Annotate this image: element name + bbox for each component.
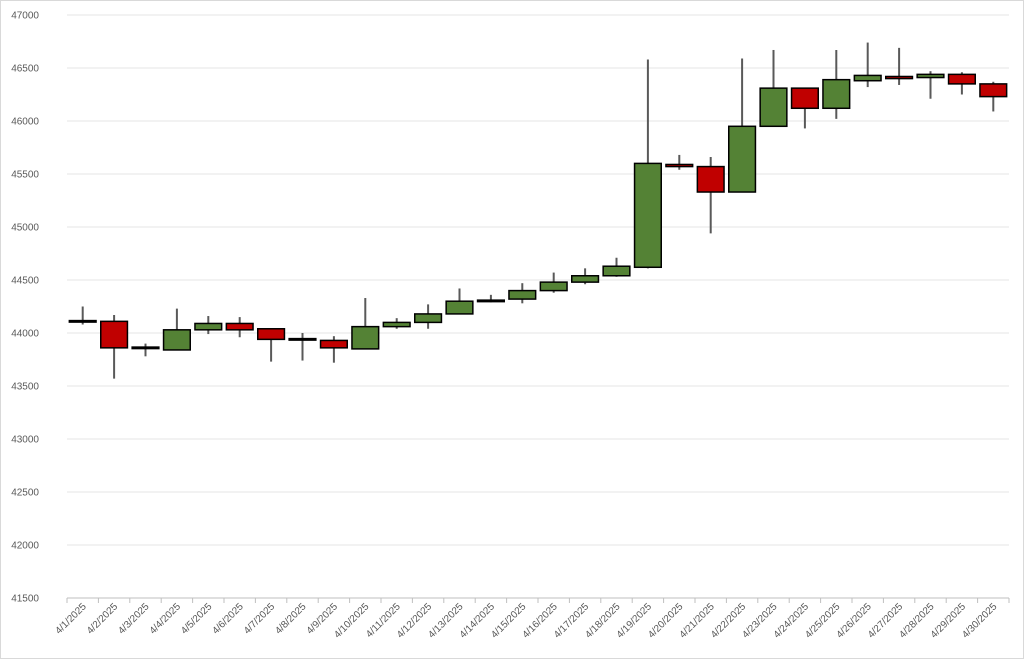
candle [633,59,662,269]
y-tick-label: 44000 [11,329,39,340]
candle-body-up [728,125,757,193]
candle-body-down [979,83,1008,98]
candle [445,288,474,315]
y-tick-label: 41500 [11,594,39,605]
candle-body-up [162,329,191,351]
candles [68,42,1008,379]
candle-body-up [539,281,568,292]
candle-body-up [351,325,380,350]
candle [162,308,191,351]
y-tick-label: 46500 [11,64,39,75]
candle-body-up [602,265,631,277]
candle [790,87,819,129]
candle-body-down [790,87,819,110]
y-tick-label: 43000 [11,435,39,446]
y-tick-label: 42000 [11,541,39,552]
candle [665,154,694,170]
y-tick-label: 42500 [11,488,39,499]
candle-body-up [508,289,537,300]
candle [319,336,348,363]
candle [571,268,600,285]
candle-body-down [68,319,97,323]
candle [979,81,1008,112]
candle [759,49,788,128]
candle [885,47,914,85]
candle [947,72,976,95]
candle [382,318,411,329]
y-tick-label: 43500 [11,382,39,393]
candle-body-down [288,337,317,341]
candle-body-up [194,322,223,331]
y-axis-ticks: 41500 42000 42500 43000 43500 44000 44500 45000… [11,11,39,605]
candle-body-up [571,275,600,283]
candle-body-up [633,162,662,269]
candle [696,157,725,234]
y-tick-label: 45000 [11,223,39,234]
candle-body-up [414,313,443,324]
candle-body-down [257,328,286,341]
candle [414,304,443,329]
y-tick-label: 44500 [11,276,39,287]
x-tick-label: 4/6/2025 [211,601,247,637]
candle-body-down [225,322,254,331]
x-tick-label: 4/30/2025 [960,601,1000,641]
candle-body-up [382,321,411,328]
candle [508,283,537,304]
candle [100,314,129,379]
candle [257,328,286,362]
candle-body-down [131,346,160,350]
x-tick-label: 4/7/2025 [242,601,278,637]
candle-body-down [885,75,914,80]
candle-body-up [916,73,945,79]
candle [288,333,317,361]
y-tick-label: 46000 [11,117,39,128]
gridlines [67,14,1009,546]
candle-body-down [665,163,694,168]
candle-body-down [947,73,976,85]
y-tick-label: 47000 [11,11,39,22]
candle-body-up [759,87,788,128]
x-tick-label: 4/1/2025 [54,601,90,637]
candle [68,306,97,325]
candle [225,317,254,338]
candle [916,71,945,99]
candle-body-down [319,339,348,349]
x-tick-label: 4/4/2025 [148,601,184,637]
x-tick-label: 4/8/2025 [273,601,309,637]
x-tick-label: 4/5/2025 [179,601,215,637]
x-tick-label: 4/2/2025 [85,601,121,637]
candle [476,294,505,303]
candle [602,257,631,277]
candle [351,298,380,350]
candle [194,316,223,335]
candle-body-down [696,165,725,193]
axes [66,597,1010,603]
candle [853,42,882,88]
x-tick-label: 4/3/2025 [116,601,152,637]
candle [131,343,160,357]
candle [728,58,757,193]
x-axis-ticks: 4/1/20254/2/20254/3/20254/4/20254/5/2025… [54,601,1000,641]
y-tick-label: 45500 [11,170,39,181]
candle-body-up [445,300,474,315]
candle [822,49,851,119]
candle [539,272,568,293]
candle-body-up [822,78,851,110]
candle-body-up [853,74,882,82]
candle-body-down [100,320,129,349]
candle-body-up [476,299,505,303]
